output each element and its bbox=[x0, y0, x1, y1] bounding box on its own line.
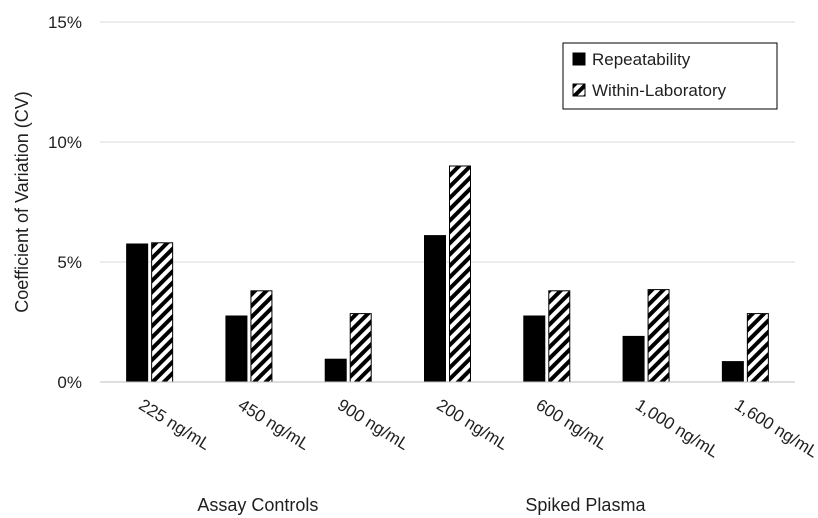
x-tick-label: 200 ng/mL bbox=[433, 395, 511, 454]
x-tick-label: 450 ng/mL bbox=[235, 395, 313, 454]
legend-box bbox=[562, 42, 778, 110]
bar-within-laboratory bbox=[746, 313, 769, 383]
bar-within-laboratory bbox=[647, 289, 670, 383]
y-tick-label: 0% bbox=[57, 373, 82, 392]
y-tick-label: 10% bbox=[48, 133, 82, 152]
legend-swatch-repeatability bbox=[572, 52, 586, 66]
legend: Repeatability Within-Laboratory bbox=[562, 42, 778, 110]
legend-swatch-within-laboratory bbox=[572, 83, 586, 97]
bar-within-laboratory bbox=[548, 290, 571, 383]
bar-repeatability bbox=[424, 235, 446, 383]
x-tick-label: 1,600 ng/mL bbox=[731, 395, 818, 461]
y-tick-label: 5% bbox=[57, 253, 82, 272]
bar-repeatability bbox=[225, 315, 248, 383]
gridlines bbox=[100, 21, 795, 263]
x-tick-label: 1,000 ng/mL bbox=[632, 395, 722, 461]
legend-label: Within-Laboratory bbox=[592, 81, 727, 100]
bars bbox=[126, 165, 769, 383]
bar-repeatability bbox=[523, 315, 546, 383]
x-tick-label: 900 ng/mL bbox=[334, 395, 412, 454]
group-label: Spiked Plasma bbox=[525, 495, 646, 515]
bar-repeatability bbox=[126, 243, 149, 383]
y-axis-title: Coefficient of Variation (CV) bbox=[12, 91, 32, 312]
legend-label: Repeatability bbox=[592, 50, 691, 69]
bar-within-laboratory bbox=[151, 242, 174, 383]
x-tick-label: 600 ng/mL bbox=[533, 395, 611, 454]
bar-repeatability bbox=[324, 358, 347, 383]
y-tick-label: 15% bbox=[48, 13, 82, 32]
bar-repeatability bbox=[622, 335, 645, 383]
bar-within-laboratory bbox=[349, 313, 372, 383]
bar-repeatability bbox=[721, 361, 744, 383]
bar-within-laboratory bbox=[250, 290, 273, 383]
group-label: Assay Controls bbox=[197, 495, 318, 515]
bar-within-laboratory bbox=[449, 165, 471, 383]
x-tick-label: 225 ng/mL bbox=[136, 395, 214, 454]
